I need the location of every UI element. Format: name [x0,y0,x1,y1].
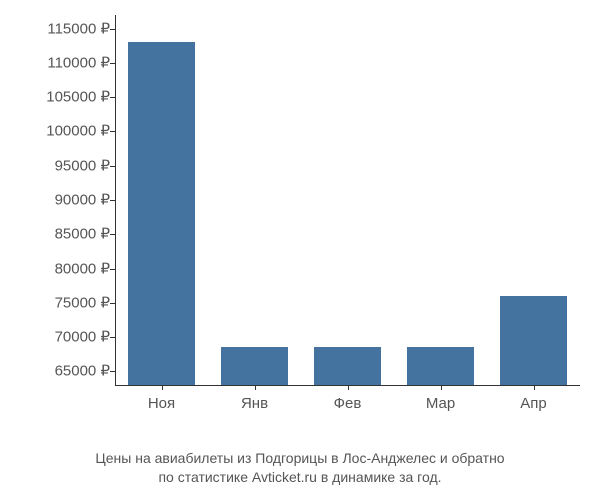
bar [314,347,381,385]
x-tick-mark [534,385,535,390]
y-tick-mark [110,303,115,304]
y-tick-mark [110,166,115,167]
y-tick-mark [110,371,115,372]
bar [128,42,195,385]
y-tick-mark [110,97,115,98]
y-tick-label: 115000 ₽ [10,21,110,36]
y-tick-label: 65000 ₽ [10,364,110,379]
x-tick-label: Янв [241,395,268,412]
caption-line-1: Цены на авиабилеты из Подгорицы в Лос-Ан… [0,449,600,469]
y-tick-label: 105000 ₽ [10,90,110,105]
y-tick-label: 95000 ₽ [10,158,110,173]
x-tick-label: Фев [334,395,362,412]
y-tick-label: 110000 ₽ [10,55,110,70]
y-tick-mark [110,200,115,201]
x-tick-label: Апр [520,395,546,412]
chart-caption: Цены на авиабилеты из Подгорицы в Лос-Ан… [0,449,600,488]
y-tick-label: 100000 ₽ [10,124,110,139]
y-tick-mark [110,337,115,338]
caption-line-2: по статистике Avticket.ru в динамике за … [0,468,600,488]
y-tick-mark [110,131,115,132]
y-tick-label: 85000 ₽ [10,227,110,242]
y-axis: 65000 ₽ 70000 ₽ 75000 ₽ 80000 ₽ 85000 ₽ 90000… [10,10,110,390]
y-tick-mark [110,269,115,270]
bar [407,347,474,385]
bar [500,296,567,385]
y-tick-mark [110,234,115,235]
y-tick-label: 75000 ₽ [10,295,110,310]
y-tick-label: 80000 ₽ [10,261,110,276]
chart-container: 65000 ₽ 70000 ₽ 75000 ₽ 80000 ₽ 85000 ₽ 90000… [10,10,590,440]
plot-area [115,15,580,385]
x-tick-label: Ноя [148,395,175,412]
x-axis: Ноя Янв Фев Мар Апр [115,390,580,420]
x-tick-mark [348,385,349,390]
y-tick-mark [110,29,115,30]
x-tick-mark [255,385,256,390]
x-tick-label: Мар [426,395,455,412]
x-tick-mark [441,385,442,390]
bar [221,347,288,385]
y-tick-label: 90000 ₽ [10,193,110,208]
y-tick-label: 70000 ₽ [10,330,110,345]
x-tick-mark [162,385,163,390]
y-tick-mark [110,63,115,64]
